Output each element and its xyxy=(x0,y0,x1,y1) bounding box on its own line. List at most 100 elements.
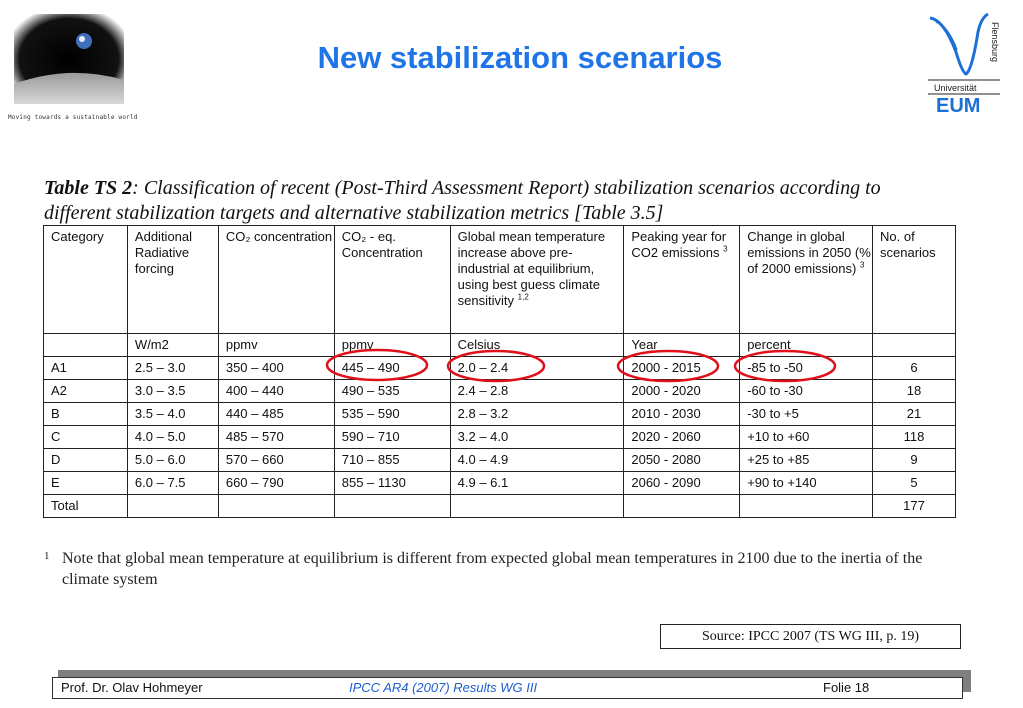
cell-temperature: 2.4 – 2.8 xyxy=(449,379,625,403)
universitat-text: Universität xyxy=(934,83,977,93)
table-row: E 6.0 – 7.5 660 – 790 855 – 1130 4.9 – 6… xyxy=(43,471,956,495)
empty-cell xyxy=(623,494,741,518)
footnote-text: Note that global mean temperature at equ… xyxy=(62,550,923,588)
cell-peaking-year: 2010 - 2030 xyxy=(623,402,741,426)
table-caption-text: : Classification of recent (Post-Third A… xyxy=(44,177,881,224)
cell-scenario-count: 6 xyxy=(872,356,956,380)
cell-co2: 660 – 790 xyxy=(217,471,335,495)
unit-cell: percent xyxy=(739,333,873,357)
empty-cell xyxy=(333,494,451,518)
table-row: A2 3.0 – 3.5 400 – 440 490 – 535 2.4 – 2… xyxy=(43,379,956,403)
header-temperature-text: Global mean temperature increase above p… xyxy=(457,229,606,308)
cell-scenario-count: 21 xyxy=(872,402,956,426)
header-co2eq: CO₂ - eq. Concentration xyxy=(333,225,451,334)
unit-cell: Year xyxy=(623,333,741,357)
eum-text: EUM xyxy=(936,95,980,117)
cell-emission-change: +10 to +60 xyxy=(739,425,873,449)
cell-co2: 570 – 660 xyxy=(217,448,335,472)
empty-cell xyxy=(739,494,873,518)
cell-forcing: 6.0 – 7.5 xyxy=(126,471,219,495)
cell-peaking-year: 2060 - 2090 xyxy=(623,471,741,495)
header-category: Category xyxy=(43,225,128,334)
cell-forcing: 2.5 – 3.0 xyxy=(126,356,219,380)
unit-cell: W/m2 xyxy=(126,333,219,357)
footer-bar: Prof. Dr. Olav Hohmeyer IPCC AR4 (2007) … xyxy=(52,677,963,699)
cell-co2: 400 – 440 xyxy=(217,379,335,403)
cell-co2eq: 710 – 855 xyxy=(333,448,451,472)
table-units-row: W/m2 ppmv ppmv Celsius Year percent xyxy=(43,333,956,357)
cell-emission-change: -60 to -30 xyxy=(739,379,873,403)
footnote: 1 Note that global mean temperature at e… xyxy=(44,548,964,590)
cell-category: C xyxy=(43,425,128,449)
total-label: Total xyxy=(43,494,128,518)
footer-title: IPCC AR4 (2007) Results WG III xyxy=(349,680,538,695)
table-row: D 5.0 – 6.0 570 – 660 710 – 855 4.0 – 4.… xyxy=(43,448,956,472)
footer-author: Prof. Dr. Olav Hohmeyer xyxy=(61,680,203,695)
table-caption-label: Table TS 2 xyxy=(44,177,133,199)
flensburg-text: Flensburg xyxy=(990,22,1000,62)
cell-forcing: 3.0 – 3.5 xyxy=(126,379,219,403)
cell-co2: 440 – 485 xyxy=(217,402,335,426)
table-caption: Table TS 2: Classification of recent (Po… xyxy=(44,176,944,226)
cell-scenario-count: 118 xyxy=(872,425,956,449)
total-count: 177 xyxy=(872,494,956,518)
header-peaking-year: Peaking year for CO2 emissions 3 xyxy=(623,225,741,334)
cell-co2: 350 – 400 xyxy=(217,356,335,380)
tagline: Moving towards a sustainable world xyxy=(8,114,138,121)
footnote-mark: 1 xyxy=(44,550,50,562)
cell-forcing: 4.0 – 5.0 xyxy=(126,425,219,449)
cell-category: E xyxy=(43,471,128,495)
cell-co2eq: 855 – 1130 xyxy=(333,471,451,495)
header-peak-sup: 3 xyxy=(723,244,728,254)
table-header-row: Category Additional Radiative forcing CO… xyxy=(43,225,956,334)
cell-temperature: 2.0 – 2.4 xyxy=(449,356,625,380)
unit-cell xyxy=(872,333,956,357)
header-emission-change: Change in global emissions in 2050 (% of… xyxy=(739,225,873,334)
source-box: Source: IPCC 2007 (TS WG III, p. 19) xyxy=(660,624,961,649)
footer-slide-number: Folie 18 xyxy=(823,680,870,695)
header-change-sup: 3 xyxy=(859,260,865,270)
unit-cell: ppmv xyxy=(333,333,451,357)
cell-peaking-year: 2000 - 2020 xyxy=(623,379,741,403)
cell-emission-change: -85 to -50 xyxy=(739,356,873,380)
header-scenario-count: No. of scenarios xyxy=(872,225,956,334)
cell-peaking-year: 2000 - 2015 xyxy=(623,356,741,380)
cell-co2eq: 445 – 490 xyxy=(333,356,451,380)
header-change-text: Change in global emissions in 2050 (% of… xyxy=(747,229,871,276)
university-logo: Flensburg Universität EUM xyxy=(926,12,1004,122)
header-temperature-sup: 1,2 xyxy=(517,292,529,302)
empty-cell xyxy=(217,494,335,518)
unit-cell xyxy=(43,333,128,357)
cell-co2: 485 – 570 xyxy=(217,425,335,449)
table-row: A1 2.5 – 3.0 350 – 400 445 – 490 2.0 – 2… xyxy=(43,356,956,380)
cell-scenario-count: 9 xyxy=(872,448,956,472)
header-peak-text: Peaking year for CO2 emissions xyxy=(631,229,727,260)
cell-forcing: 3.5 – 4.0 xyxy=(126,402,219,426)
table-row: B 3.5 – 4.0 440 – 485 535 – 590 2.8 – 3.… xyxy=(43,402,956,426)
cell-temperature: 4.0 – 4.9 xyxy=(449,448,625,472)
header-forcing: Additional Radiative forcing xyxy=(126,225,219,334)
cell-category: B xyxy=(43,402,128,426)
cell-temperature: 4.9 – 6.1 xyxy=(449,471,625,495)
cell-emission-change: +90 to +140 xyxy=(739,471,873,495)
page-title: New stabilization scenarios xyxy=(317,40,723,75)
cell-emission-change: +25 to +85 xyxy=(739,448,873,472)
cell-emission-change: -30 to +5 xyxy=(739,402,873,426)
header-co2: CO₂ concentration xyxy=(217,225,335,334)
unit-cell: ppmv xyxy=(217,333,335,357)
unit-cell: Celsius xyxy=(449,333,625,357)
cell-scenario-count: 18 xyxy=(872,379,956,403)
table-row: C 4.0 – 5.0 485 – 570 590 – 710 3.2 – 4.… xyxy=(43,425,956,449)
cell-peaking-year: 2050 - 2080 xyxy=(623,448,741,472)
cell-forcing: 5.0 – 6.0 xyxy=(126,448,219,472)
earthrise-logo xyxy=(14,14,124,104)
table-total-row: Total 177 xyxy=(43,494,956,518)
cell-category: D xyxy=(43,448,128,472)
cell-co2eq: 490 – 535 xyxy=(333,379,451,403)
cell-temperature: 3.2 – 4.0 xyxy=(449,425,625,449)
header-temperature: Global mean temperature increase above p… xyxy=(449,225,625,334)
empty-cell xyxy=(449,494,625,518)
cell-co2eq: 535 – 590 xyxy=(333,402,451,426)
cell-temperature: 2.8 – 3.2 xyxy=(449,402,625,426)
cell-category: A1 xyxy=(43,356,128,380)
